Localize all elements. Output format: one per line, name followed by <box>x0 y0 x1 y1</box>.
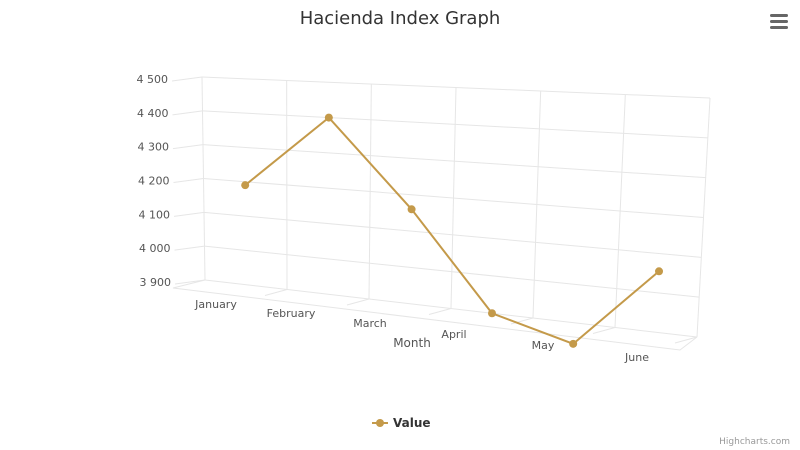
chart-title: Hacienda Index Graph <box>300 8 501 29</box>
y-tick-mark <box>172 110 203 116</box>
legend-label-value[interactable]: Value <box>393 416 431 430</box>
floor-edge <box>172 279 698 351</box>
series-line <box>244 116 660 345</box>
x-tick-mark <box>346 298 370 306</box>
y-tick-label: 4 500 <box>137 73 169 86</box>
gridline-v <box>450 87 457 309</box>
data-point[interactable] <box>324 113 333 122</box>
hamburger-menu-icon[interactable] <box>770 14 788 29</box>
y-axis: 3 900 4 000 4 100 4 200 4 300 4 400 4 500 <box>137 73 206 289</box>
gridline-v <box>368 83 372 300</box>
series-value <box>241 113 664 348</box>
data-point[interactable] <box>655 267 664 276</box>
x-tick-label: February <box>267 307 316 320</box>
data-point[interactable] <box>569 339 578 348</box>
x-tick-mark <box>264 289 288 296</box>
y-tick-label: 4 400 <box>137 107 169 120</box>
credits-link[interactable]: Highcharts.com <box>719 437 790 447</box>
y-tick-mark <box>172 144 204 150</box>
y-tick-label: 4 200 <box>138 175 170 188</box>
x-axis-title: Month <box>393 336 431 350</box>
x-tick-label: May <box>532 339 555 352</box>
x-axis: January February March April May June <box>194 289 698 364</box>
y-tick-mark <box>174 245 205 251</box>
x-tick-label: January <box>194 298 237 311</box>
gridline-v <box>614 94 626 328</box>
x-tick-label: April <box>441 328 466 341</box>
y-tick-label: 3 900 <box>140 276 172 289</box>
data-point[interactable] <box>241 181 250 190</box>
gridline-v <box>696 97 711 338</box>
y-tick-label: 4 000 <box>139 242 171 255</box>
x-tick-label: June <box>624 351 649 364</box>
grid <box>172 76 711 351</box>
y-tick-label: 4 300 <box>138 141 170 154</box>
y-tick-mark <box>173 211 205 217</box>
y-tick-mark <box>173 178 204 183</box>
x-tick-mark <box>510 317 534 325</box>
data-point[interactable] <box>488 309 496 318</box>
x-tick-label: March <box>353 317 387 330</box>
legend[interactable]: Value <box>372 416 431 430</box>
x-tick-mark <box>674 336 698 344</box>
x-tick-mark <box>592 327 616 334</box>
x-tick-mark <box>428 308 452 315</box>
y-tick-mark <box>174 279 206 285</box>
y-tick-label: 4 100 <box>139 208 171 221</box>
data-point[interactable] <box>407 205 416 214</box>
y-tick-mark <box>171 76 203 82</box>
legend-marker <box>376 419 384 427</box>
gridline-v <box>532 90 542 319</box>
